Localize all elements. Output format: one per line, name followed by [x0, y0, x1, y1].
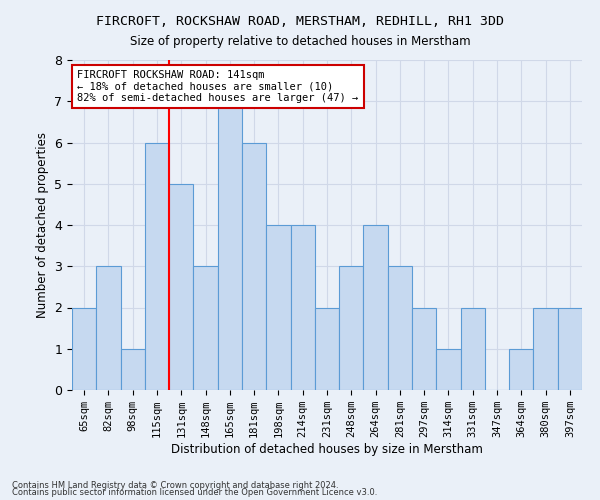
Bar: [509, 349, 533, 390]
Bar: [436, 349, 461, 390]
Text: FIRCROFT ROCKSHAW ROAD: 141sqm
← 18% of detached houses are smaller (10)
82% of : FIRCROFT ROCKSHAW ROAD: 141sqm ← 18% of …: [77, 70, 358, 103]
Text: Contains HM Land Registry data © Crown copyright and database right 2024.: Contains HM Land Registry data © Crown c…: [12, 480, 338, 490]
Bar: [193, 266, 218, 390]
Bar: [145, 142, 169, 390]
Bar: [315, 308, 339, 390]
Bar: [412, 308, 436, 390]
Bar: [242, 142, 266, 390]
Bar: [72, 308, 96, 390]
Bar: [388, 266, 412, 390]
Text: Contains public sector information licensed under the Open Government Licence v3: Contains public sector information licen…: [12, 488, 377, 497]
Bar: [218, 101, 242, 390]
Text: FIRCROFT, ROCKSHAW ROAD, MERSTHAM, REDHILL, RH1 3DD: FIRCROFT, ROCKSHAW ROAD, MERSTHAM, REDHI…: [96, 15, 504, 28]
Bar: [461, 308, 485, 390]
Bar: [364, 225, 388, 390]
X-axis label: Distribution of detached houses by size in Merstham: Distribution of detached houses by size …: [171, 443, 483, 456]
Text: Size of property relative to detached houses in Merstham: Size of property relative to detached ho…: [130, 35, 470, 48]
Bar: [558, 308, 582, 390]
Bar: [290, 225, 315, 390]
Bar: [266, 225, 290, 390]
Bar: [121, 349, 145, 390]
Bar: [96, 266, 121, 390]
Y-axis label: Number of detached properties: Number of detached properties: [36, 132, 49, 318]
Bar: [169, 184, 193, 390]
Bar: [339, 266, 364, 390]
Bar: [533, 308, 558, 390]
